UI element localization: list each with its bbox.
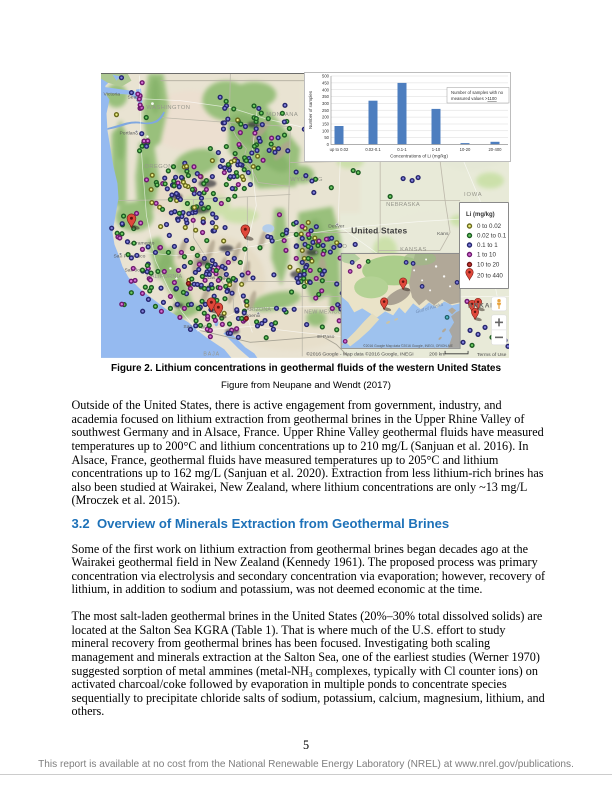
svg-text:1 to 10: 1 to 10 [477,252,496,259]
svg-text:Concentrations of Li (mg/kg): Concentrations of Li (mg/kg) [390,154,448,159]
svg-text:20-400: 20-400 [488,147,502,152]
svg-text:Number of samples with no: Number of samples with no [451,90,504,95]
svg-text:0: 0 [327,142,330,147]
svg-text:Denver: Denver [328,223,344,229]
svg-text:200 km: 200 km [429,351,445,357]
svg-text:CALIFORNIA: CALIFORNIA [146,273,182,279]
svg-text:Kans: Kans [437,230,449,236]
svg-text:250: 250 [322,108,330,113]
svg-text:United States: United States [351,225,407,235]
svg-text:WASHINGTON: WASHINGTON [146,105,190,111]
svg-text:Terms of Use: Terms of Use [477,351,507,357]
svg-text:350: 350 [322,94,330,99]
svg-text:WYOMING: WYOMING [290,177,323,183]
svg-text:Seattle: Seattle [127,94,143,100]
svg-text:KANSAS: KANSAS [400,246,427,252]
svg-text:IOWA: IOWA [464,192,482,198]
svg-text:500: 500 [322,74,330,79]
svg-text:OREGON: OREGON [144,164,172,170]
svg-text:200: 200 [322,115,330,120]
svg-text:BAJA: BAJA [203,351,220,357]
svg-text:10 to 20: 10 to 20 [477,262,500,269]
svg-text:150: 150 [322,122,330,127]
svg-text:1-10: 1-10 [432,147,441,152]
svg-text:Victoria: Victoria [103,91,120,97]
svg-text:10-20: 10-20 [460,147,471,152]
svg-text:ARIZONA: ARIZONA [246,306,271,312]
svg-text:©2016 Google - Map data ©2016: ©2016 Google - Map data ©2016 Google, IN… [306,350,413,357]
svg-text:0 to 0.02: 0 to 0.02 [477,223,502,230]
svg-text:450: 450 [322,81,330,86]
svg-text:measured values >1100: measured values >1100 [451,96,497,101]
svg-text:Li (mg/kg): Li (mg/kg) [466,212,495,218]
svg-text:El Paso: El Paso [317,333,334,339]
svg-text:Phoenix: Phoenix [242,312,261,318]
svg-text:NEBRASKA: NEBRASKA [386,202,420,208]
svg-text:Sacramento: Sacramento [127,240,154,246]
svg-text:100: 100 [322,128,330,133]
svg-text:NEW MEXICO: NEW MEXICO [304,309,342,315]
svg-text:0.1-1: 0.1-1 [397,147,407,152]
svg-text:0.1 to 1: 0.1 to 1 [477,242,498,249]
svg-text:50: 50 [324,135,329,140]
svg-text:ARKAN: ARKAN [468,302,496,309]
svg-text:Portland: Portland [119,130,138,136]
svg-text:0.02-0.1: 0.02-0.1 [365,147,381,152]
svg-text:20 to 440: 20 to 440 [477,273,503,280]
svg-text:San Jose: San Jose [124,267,145,273]
svg-text:300: 300 [322,101,330,106]
svg-text:0.02 to 0.1: 0.02 to 0.1 [477,233,507,240]
svg-text:©2016 Google Map data ©2016 G: ©2016 Google Map data ©2016 Google, INEG… [363,343,454,347]
svg-text:up to 0.02: up to 0.02 [330,147,349,152]
svg-text:400: 400 [322,87,330,92]
svg-text:Number of samples: Number of samples [308,90,313,129]
